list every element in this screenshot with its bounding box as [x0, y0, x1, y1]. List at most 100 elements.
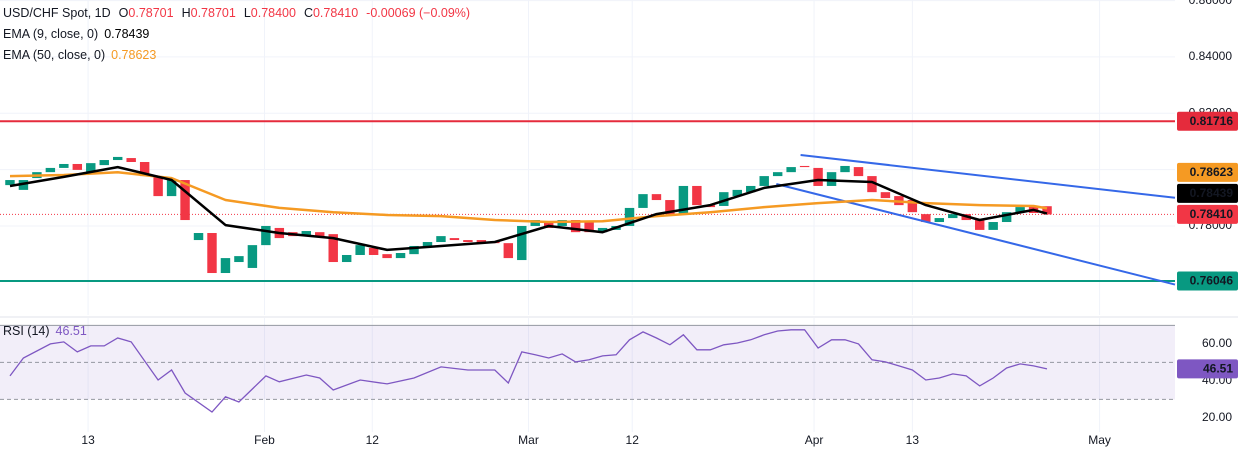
ohlc-key: O	[119, 6, 129, 20]
candle	[719, 192, 729, 206]
candle	[826, 172, 837, 186]
candle	[584, 222, 594, 233]
legend-ema50: EMA (50, close, 0) 0.78623	[3, 48, 156, 62]
ohlc-key: L	[244, 6, 251, 20]
candle	[153, 176, 163, 197]
candle	[786, 167, 796, 173]
trend-line	[800, 153, 1176, 199]
candle	[853, 167, 864, 177]
candle	[665, 200, 675, 215]
ema-line	[9, 165, 1048, 252]
candle	[907, 200, 918, 213]
candle	[247, 245, 258, 268]
candle	[315, 232, 325, 237]
marks-layer	[5, 153, 1176, 413]
candle	[530, 220, 540, 226]
trend-line	[776, 183, 1176, 286]
candle	[113, 156, 123, 161]
candle	[503, 243, 514, 259]
candle	[368, 247, 379, 255]
candle	[422, 242, 433, 246]
x-tick-label: 13	[81, 433, 95, 447]
candle	[45, 167, 56, 173]
rsi-badge	[1177, 359, 1238, 379]
rsi-band	[0, 325, 1175, 400]
candle	[193, 233, 204, 241]
x-tick-label: 12	[626, 433, 640, 447]
candle	[395, 253, 406, 259]
price-badge	[1177, 162, 1238, 182]
candle	[692, 185, 702, 206]
candle	[1042, 206, 1052, 215]
candle	[409, 245, 419, 255]
price-badge	[1177, 111, 1238, 131]
candle	[341, 254, 352, 263]
legend-value: 0.78623	[111, 48, 156, 62]
candle	[988, 222, 998, 230]
candle	[746, 185, 756, 193]
candle	[517, 225, 527, 261]
candle	[234, 256, 244, 263]
x-tick-label: 12	[366, 433, 380, 447]
rsi-legend: RSI (14) 46.51	[3, 324, 87, 338]
price-badge	[1177, 183, 1238, 203]
candle	[436, 236, 446, 243]
x-tick-label: Mar	[518, 433, 539, 447]
candle	[5, 180, 15, 186]
candle	[99, 160, 109, 166]
candle	[948, 214, 958, 219]
candle	[651, 194, 662, 201]
ohlc-value: 0.78410	[313, 6, 358, 20]
candle	[382, 254, 392, 259]
y-tick-label: 20.00	[1202, 410, 1232, 424]
price-badge	[1177, 271, 1238, 291]
candle	[180, 180, 190, 221]
price-badge-label: 0.78623	[1190, 165, 1234, 179]
x-tick-label: Feb	[254, 433, 275, 447]
ema-line	[9, 170, 1048, 224]
candle	[597, 227, 608, 233]
change: -0.00069 (−0.09%)	[366, 6, 470, 20]
ohlc-value: 0.78701	[128, 6, 173, 20]
candle	[921, 214, 931, 223]
candle	[840, 165, 850, 173]
candle	[261, 225, 271, 246]
ohlc-value: 0.78400	[251, 6, 296, 20]
legend-name: EMA (50, close, 0)	[3, 48, 105, 62]
price-badge-label: 0.76046	[1190, 274, 1234, 288]
header: USD/CHF Spot, 1D O0.78701 H0.78701 L0.78400…	[3, 6, 470, 20]
rsi-line	[9, 329, 1048, 413]
candle	[355, 245, 365, 255]
candle	[328, 234, 338, 263]
candle	[624, 207, 635, 226]
candle	[476, 240, 487, 244]
rsi-badge-label: 46.51	[1203, 362, 1233, 376]
price-badge	[1177, 204, 1238, 224]
candle	[220, 258, 231, 274]
ohlc-key: C	[304, 6, 313, 20]
rsi-title: RSI (14)	[3, 324, 50, 338]
candle	[126, 158, 136, 163]
candle	[880, 192, 891, 199]
candle	[463, 240, 473, 243]
y-tick-label: 60.00	[1202, 336, 1232, 350]
ohlc-key: H	[182, 6, 191, 20]
x-tick-label: Apr	[805, 433, 824, 447]
candle	[1015, 207, 1025, 213]
x-tick-label: May	[1088, 433, 1111, 447]
candle	[759, 176, 769, 186]
candle	[72, 163, 83, 170]
candle	[139, 162, 150, 177]
candle	[732, 189, 742, 197]
candle	[638, 194, 648, 208]
candle	[974, 220, 985, 230]
y-tick-label: 0.84000	[1189, 49, 1233, 63]
candle	[166, 180, 177, 197]
labels-layer: USD/CHF Spot, 1D O0.78701 H0.78701 L0.78400…	[3, 0, 1238, 447]
rsi-value: 46.51	[56, 324, 87, 338]
x-tick-label: 13	[906, 433, 920, 447]
candle	[449, 238, 460, 241]
candle	[799, 165, 810, 168]
candle	[86, 163, 96, 173]
